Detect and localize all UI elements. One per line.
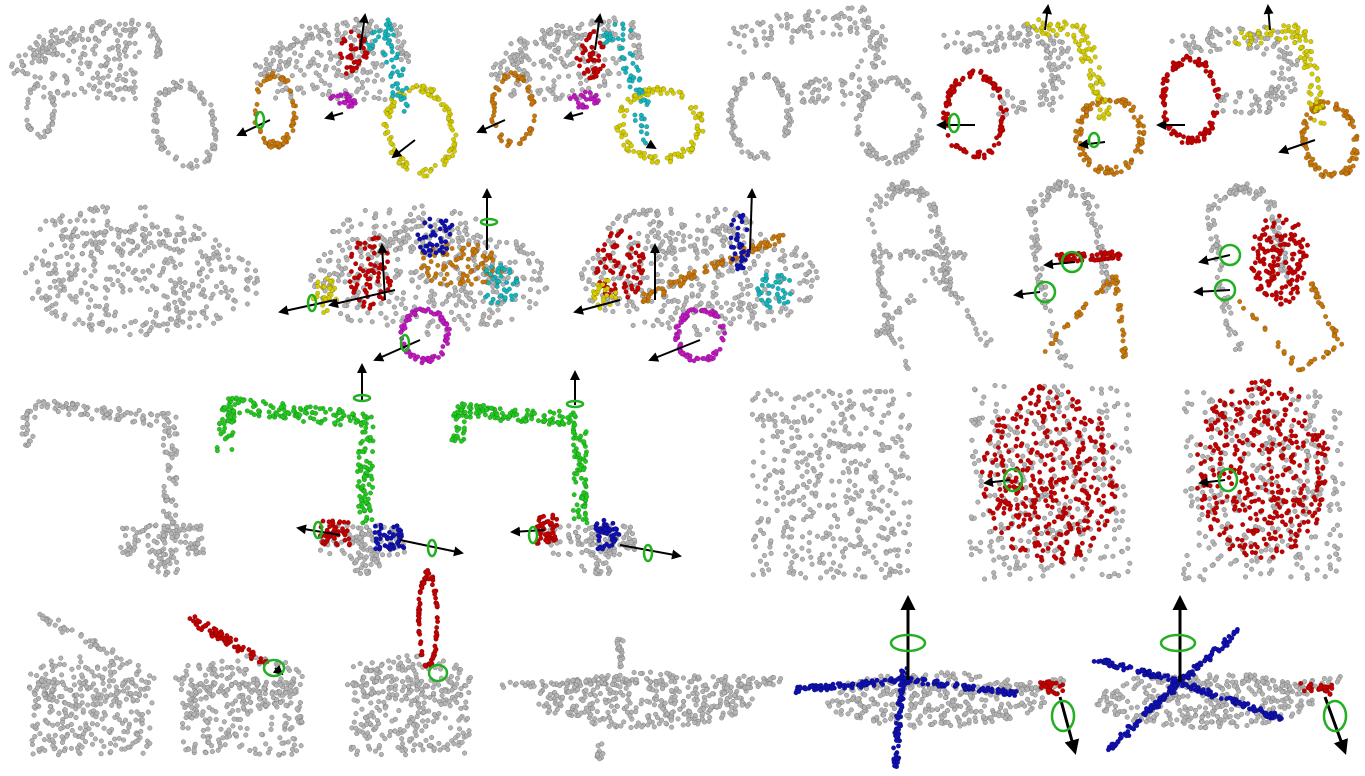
joint-axis-arrow [983,477,1011,488]
car-articulated-1 [278,188,550,366]
toilet-articulated-2 [345,567,473,758]
rotation-ring [306,293,318,313]
joint-axis-arrow [1042,4,1052,31]
rotation-ring [947,112,961,134]
trike-articulated-2 [476,13,706,166]
joint-axis-arrow [746,188,757,251]
helicopter-articulated-1 [793,595,1080,770]
trike-articulated-1 [236,13,459,179]
joint-axis-arrow [1323,696,1348,755]
rotation-ring [352,393,372,403]
car-rest [23,204,260,338]
rotation-ring [1218,243,1242,267]
joint-axis-arrow [1198,477,1226,488]
joint-axis-arrow [377,243,388,301]
joint-axis-arrow [619,544,682,560]
folding-chair-articulated-1 [1013,179,1128,370]
joint-axis-arrow [573,299,621,315]
joint-axis-arrow [399,539,464,557]
rotation-ring [399,333,411,353]
rotation-ring [889,633,927,653]
joint-axis-arrow [1278,139,1316,155]
rotation-ring [1050,699,1076,733]
joint-axis-arrow [593,13,604,51]
toilet-articulated-1 [173,614,305,758]
joint-axis-arrow [391,139,416,159]
rotation-ring [262,658,286,678]
joint-axis-arrow [1193,286,1231,297]
rotation-ring [1322,699,1348,733]
helicopter-articulated-2 [1091,595,1348,755]
rotation-ring [1033,280,1057,304]
joint-axis-arrow [648,339,701,362]
joint-axis-arrow [1198,254,1231,266]
rotation-ring [479,217,499,227]
motorcycle-rest [726,5,927,167]
car-articulated-2 [573,188,820,364]
rotation-ring [1060,250,1084,274]
motorcycle-articulated-1 [936,4,1147,177]
joint-axis-arrow [1263,4,1274,31]
joint-axis-arrow [373,339,421,362]
rotation-ring [427,663,449,683]
joint-axis-arrow [476,119,506,134]
joint-axis-arrow [1078,139,1106,150]
rotation-ring [527,525,539,545]
joint-axis-arrow [358,13,369,51]
faucet-articulated-2 [449,370,682,577]
joint-axis-arrow [563,111,584,121]
joint-axis-arrow [645,139,657,150]
faucet-articulated-1 [214,363,464,577]
rotation-ring [1213,278,1237,302]
rotation-ring [1087,131,1101,149]
folding-chair-articulated-2 [1193,181,1345,373]
trike-rest [9,17,219,171]
motorcycle-articulated-2 [1156,4,1360,180]
folding-chair-rest [866,179,994,372]
rotation-ring [254,110,266,130]
toilet-rest [27,611,157,758]
rotation-ring [565,399,585,409]
box-lid-rest [749,388,913,581]
rotation-ring [312,520,324,540]
faucet-rest [19,398,206,578]
joint-axis-arrow [296,524,341,536]
rotation-ring [642,543,654,563]
joint-axis-arrow [324,110,344,121]
rotation-ring [1217,467,1239,493]
box-lid-articulated-1 [967,383,1133,582]
joint-axis-arrow [328,289,396,309]
joint-axis-arrow [1043,259,1076,270]
rotation-ring [1002,467,1024,493]
joint-axis-arrow [1058,696,1080,755]
rotation-ring [426,538,438,558]
rotation-ring [1159,633,1197,653]
box-lid-articulated-2 [1181,378,1346,583]
helicopter-rest [499,636,784,762]
